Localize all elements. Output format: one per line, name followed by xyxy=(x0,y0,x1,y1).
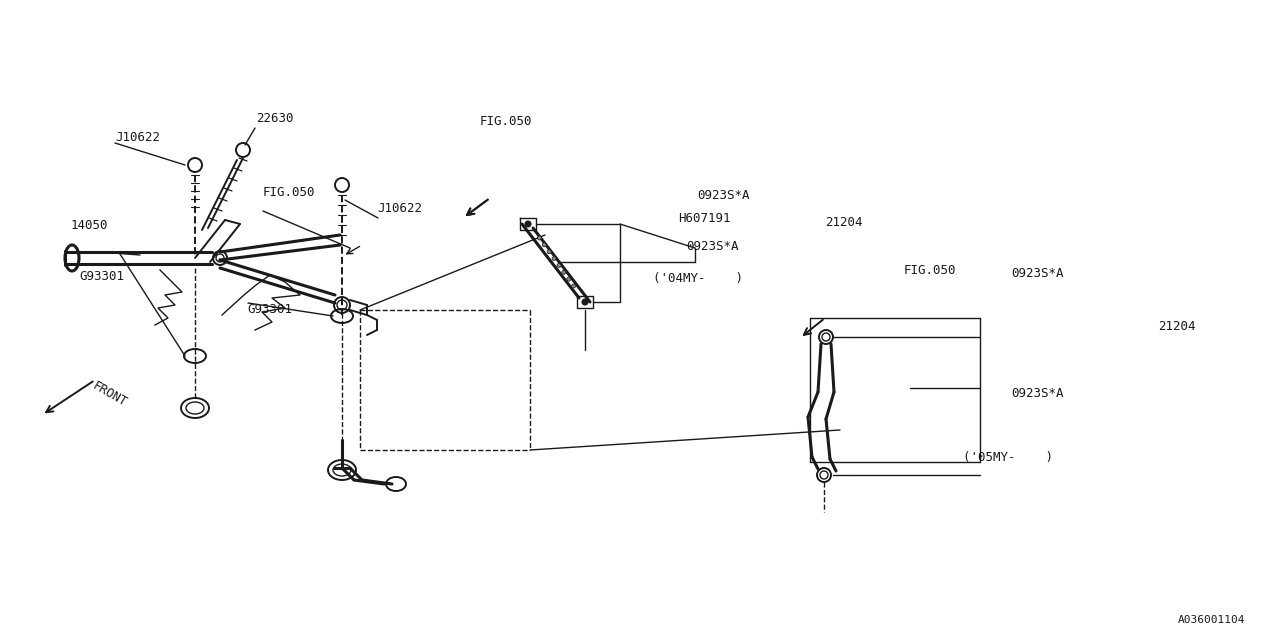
Text: H607191: H607191 xyxy=(678,212,731,225)
Text: ('05MY-    ): ('05MY- ) xyxy=(963,451,1052,464)
Circle shape xyxy=(557,264,561,268)
Circle shape xyxy=(547,250,552,253)
Text: FRONT: FRONT xyxy=(90,380,129,410)
Text: 0923S*A: 0923S*A xyxy=(698,189,750,202)
Circle shape xyxy=(538,236,541,240)
Text: 22630: 22630 xyxy=(256,112,293,125)
Text: G93301: G93301 xyxy=(79,270,124,283)
Text: G93301: G93301 xyxy=(247,303,292,316)
Circle shape xyxy=(572,284,576,288)
Circle shape xyxy=(552,257,556,260)
Text: 14050: 14050 xyxy=(70,219,108,232)
Text: 21204: 21204 xyxy=(826,216,863,229)
Text: 0923S*A: 0923S*A xyxy=(686,240,739,253)
Text: 0923S*A: 0923S*A xyxy=(1011,268,1064,280)
Text: FIG.050: FIG.050 xyxy=(904,264,956,276)
Text: A036001104: A036001104 xyxy=(1178,615,1245,625)
Text: J10622: J10622 xyxy=(378,202,422,215)
Circle shape xyxy=(543,243,547,247)
Circle shape xyxy=(567,277,571,281)
Text: FIG.050: FIG.050 xyxy=(480,115,532,128)
Text: FIG.050: FIG.050 xyxy=(262,186,315,198)
Circle shape xyxy=(582,299,588,305)
Circle shape xyxy=(562,270,566,275)
Circle shape xyxy=(525,221,531,227)
Text: J10622: J10622 xyxy=(115,131,160,144)
Text: ('04MY-    ): ('04MY- ) xyxy=(653,272,742,285)
Text: 21204: 21204 xyxy=(1158,320,1196,333)
Text: 0923S*A: 0923S*A xyxy=(1011,387,1064,400)
